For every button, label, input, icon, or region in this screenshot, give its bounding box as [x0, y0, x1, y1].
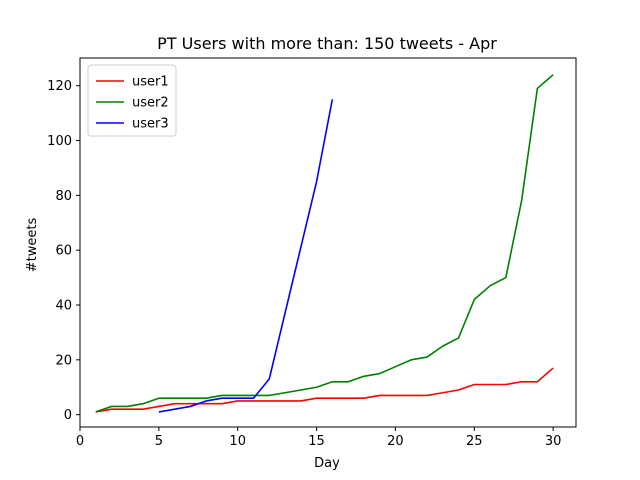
y-tick-label-2: 40 [55, 299, 72, 314]
y-tick-label-4: 80 [55, 189, 72, 204]
legend: user1 user2 user3 [87, 64, 177, 137]
series-line-user3 [158, 99, 334, 413]
series-line-user1 [95, 367, 554, 413]
y-tick-label-3: 60 [55, 244, 72, 259]
y-axis-label: #tweets [25, 218, 40, 273]
x-tick-label-6: 30 [545, 434, 562, 449]
y-tick-label-5: 100 [47, 134, 72, 149]
x-tick-label-1: 5 [155, 434, 163, 449]
chart-title: PT Users with more than: 150 tweets - Ap… [157, 34, 497, 53]
x-tick-label-2: 10 [229, 434, 246, 449]
y-tick-label-1: 20 [55, 353, 72, 368]
y-tick-label-0: 0 [64, 408, 72, 423]
y-tick-label-6: 120 [47, 79, 72, 94]
series-line-user2 [95, 74, 554, 413]
plot-area: 0 5 10 15 20 25 30 0 20 40 60 80 100 120 [47, 57, 577, 449]
x-tick-label-4: 20 [387, 434, 404, 449]
legend-label-user3: user3 [132, 117, 169, 132]
x-axis-label: Day [314, 456, 340, 471]
legend-box [87, 64, 177, 137]
legend-label-user1: user1 [132, 75, 169, 90]
plot-frame [79, 57, 577, 428]
x-tick-label-0: 0 [76, 434, 84, 449]
legend-label-user2: user2 [132, 96, 169, 111]
x-tick-label-5: 25 [466, 434, 483, 449]
x-tick-label-3: 15 [308, 434, 325, 449]
